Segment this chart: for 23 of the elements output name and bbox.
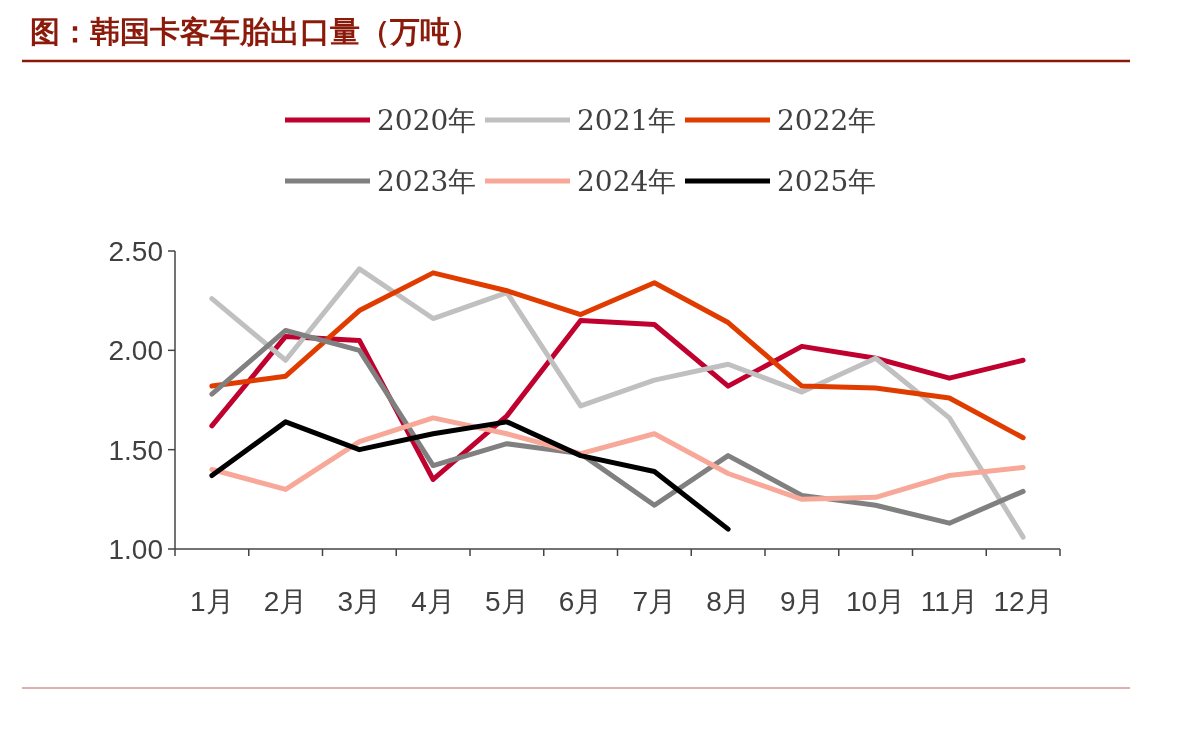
legend-label: 2020年 bbox=[377, 104, 477, 137]
legend-label: 2022年 bbox=[777, 104, 877, 137]
x-tick-label: 7月 bbox=[632, 586, 677, 617]
x-tick-label: 5月 bbox=[485, 586, 529, 617]
x-tick-label: 10月 bbox=[846, 586, 906, 617]
x-tick-label: 1月 bbox=[190, 586, 234, 617]
x-tick-label: 6月 bbox=[558, 586, 603, 617]
legend-label: 2023年 bbox=[377, 165, 477, 198]
x-tick-label: 9月 bbox=[780, 586, 824, 617]
y-tick-label: 1.00 bbox=[108, 534, 163, 565]
x-tick-label: 11月 bbox=[920, 586, 978, 617]
x-tick-label: 8月 bbox=[706, 586, 750, 617]
y-tick-label: 1.50 bbox=[108, 434, 163, 466]
legend-label: 2024年 bbox=[577, 165, 677, 198]
y-tick-label: 2.00 bbox=[108, 335, 163, 367]
x-tick-label: 4月 bbox=[411, 586, 455, 617]
chart-title: 图：韩国卡客车胎出口量（万吨） bbox=[30, 14, 480, 49]
x-tick-label: 3月 bbox=[337, 586, 382, 617]
y-tick-label: 2.50 bbox=[108, 236, 163, 267]
x-tick-label: 2月 bbox=[263, 586, 308, 617]
x-tick-label: 12月 bbox=[993, 586, 1053, 617]
legend-label: 2025年 bbox=[777, 165, 877, 198]
legend-label: 2021年 bbox=[577, 104, 677, 137]
